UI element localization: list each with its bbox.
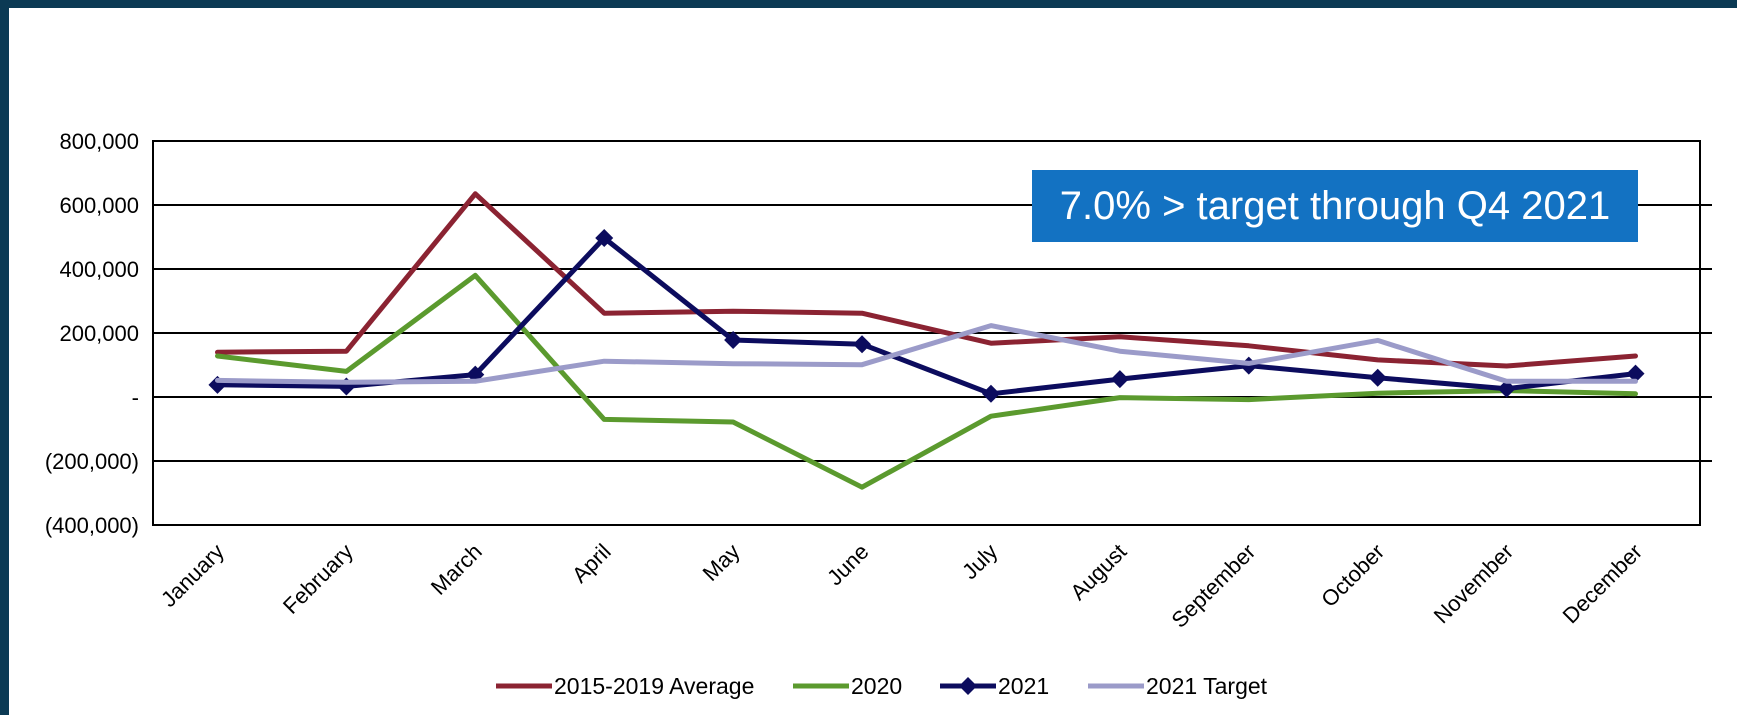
data-point-2021-april xyxy=(595,228,614,247)
y-tick-label: - xyxy=(132,385,139,410)
data-point-2021-november xyxy=(1497,379,1516,398)
series-2020 xyxy=(215,272,1638,490)
chart-frame: 800,000 600,000 400,000 200,000 - (200,000) (4… xyxy=(9,8,1737,715)
data-point-2021-october xyxy=(1368,368,1387,387)
series-2021-target xyxy=(215,323,1638,385)
x-tick-label-december: December xyxy=(1558,539,1647,628)
data-point-2021-august xyxy=(1110,370,1129,389)
x-axis-tick-labels: January February March April May June July Augu… xyxy=(156,539,1647,633)
series-line-2020 xyxy=(215,272,1638,490)
y-axis-tick-labels: 800,000 600,000 400,000 200,000 - (200,000) (4… xyxy=(45,129,139,538)
y-tick-label: 600,000 xyxy=(59,193,139,218)
data-point-2021-december xyxy=(1626,364,1645,383)
series-line-2021 xyxy=(215,235,1638,397)
legend-label: 2021 Target xyxy=(1146,673,1268,699)
legend-label: 2020 xyxy=(851,673,902,699)
y-tick-label: (400,000) xyxy=(45,513,139,538)
legend-item-2015-2019-average: 2015-2019 Average xyxy=(496,673,754,699)
x-tick-label-march: March xyxy=(426,539,487,600)
x-tick-label-june: June xyxy=(822,539,873,590)
x-tick-label-october: October xyxy=(1316,539,1389,612)
series-lines xyxy=(208,191,1645,490)
annotation-callout: 7.0% > target through Q4 2021 xyxy=(1032,170,1638,242)
annotation-box xyxy=(1032,170,1638,242)
x-tick-label-november: November xyxy=(1429,539,1518,628)
x-tick-label-may: May xyxy=(698,539,745,586)
x-tick-label-january: January xyxy=(156,539,229,612)
legend-item-2021: 2021 xyxy=(940,673,1049,699)
annotation-text: 7.0% > target through Q4 2021 xyxy=(1060,184,1610,228)
data-point-2021-may xyxy=(724,331,743,350)
legend-item-2021-target: 2021 Target xyxy=(1088,673,1268,699)
legend: 2015-2019 Average 2020 2021 2021 Target xyxy=(496,673,1268,699)
x-tick-label-february: February xyxy=(278,539,358,619)
x-tick-label-august: August xyxy=(1065,539,1131,605)
legend-item-2020: 2020 xyxy=(793,673,902,699)
series-line-2021-target xyxy=(215,323,1638,385)
data-point-2021-june xyxy=(853,335,872,354)
series-line-2015-2019-average xyxy=(215,191,1638,369)
x-tick-label-july: July xyxy=(957,539,1002,584)
series-2015-2019-average xyxy=(215,191,1638,369)
y-tick-label: 800,000 xyxy=(59,129,139,154)
x-tick-label-april: April xyxy=(567,539,616,588)
line-chart: 800,000 600,000 400,000 200,000 - (200,000) (4… xyxy=(45,129,1712,699)
y-tick-label: (200,000) xyxy=(45,449,139,474)
data-point-2021-july xyxy=(981,384,1000,403)
x-tick-label-september: September xyxy=(1167,539,1261,633)
legend-label: 2021 xyxy=(998,673,1049,699)
y-tick-label: 400,000 xyxy=(59,257,139,282)
legend-marker xyxy=(959,677,977,695)
y-tick-label: 200,000 xyxy=(59,321,139,346)
legend-label: 2015-2019 Average xyxy=(554,673,754,699)
